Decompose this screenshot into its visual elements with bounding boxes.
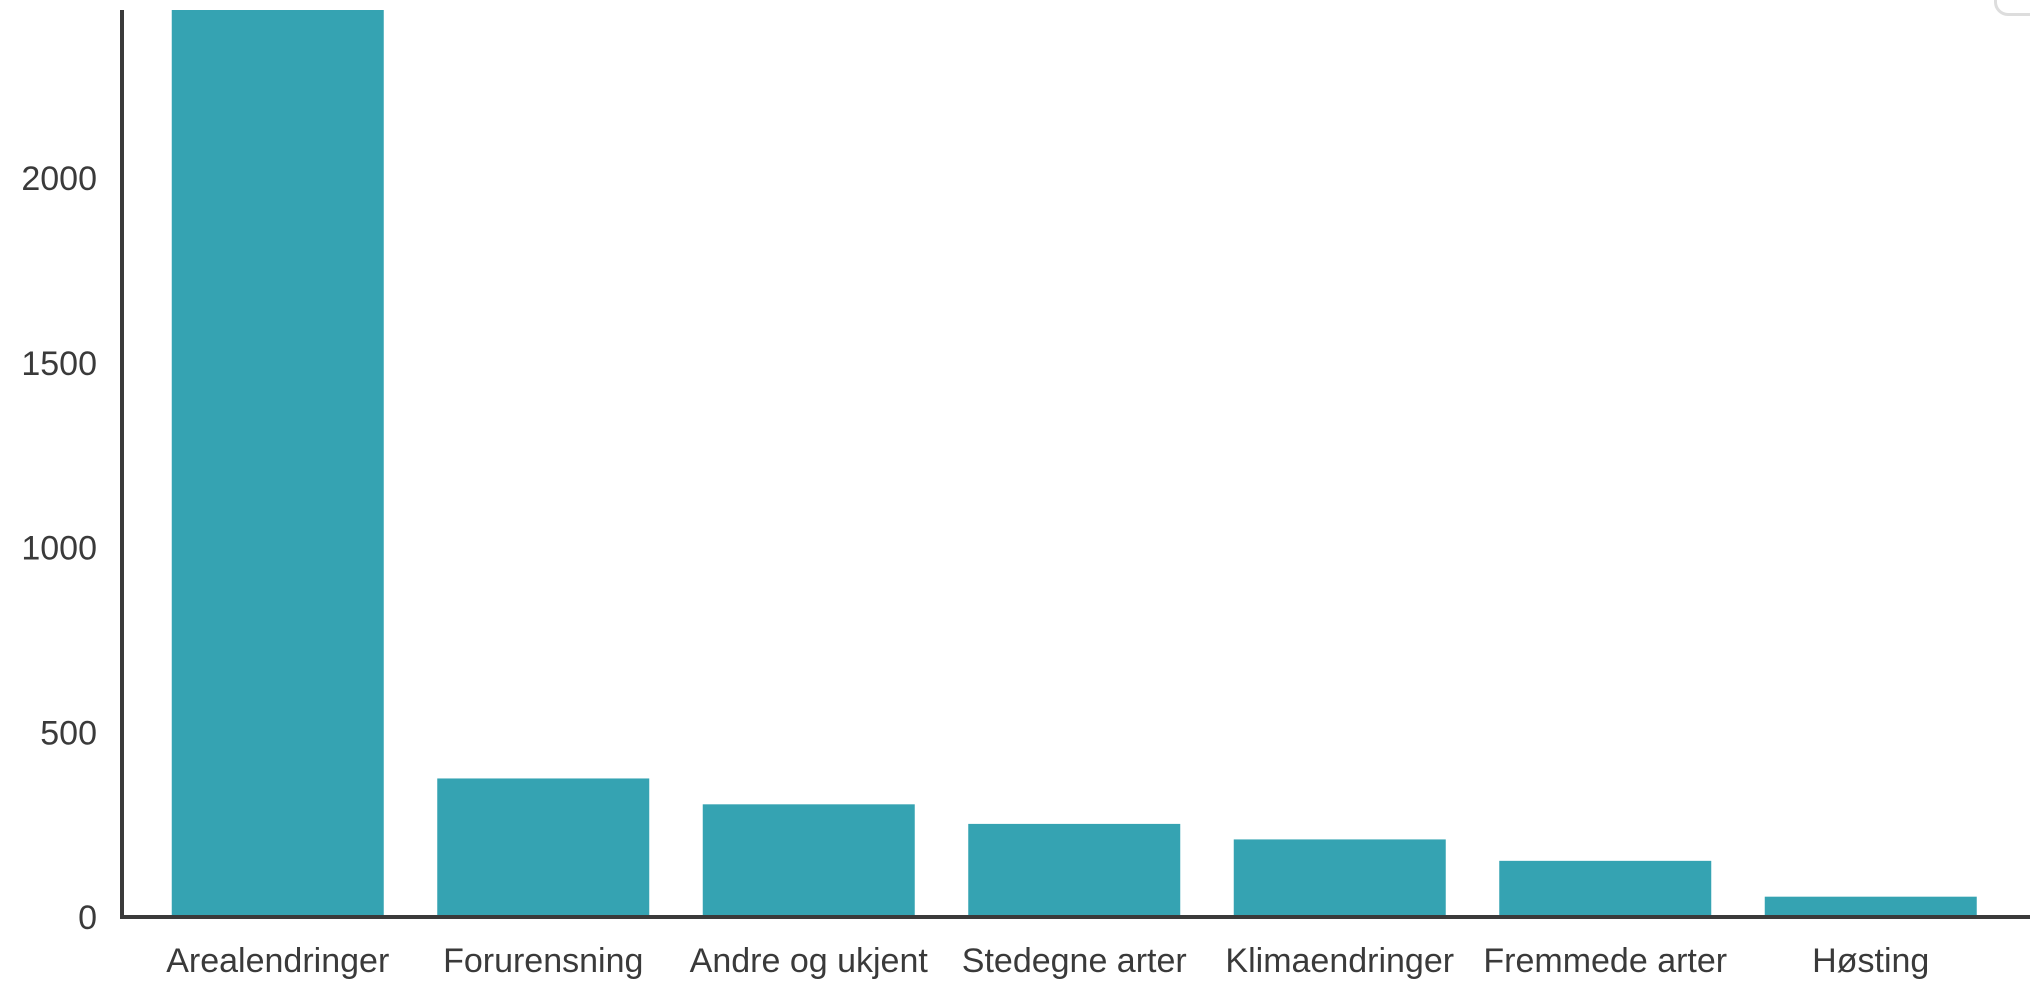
x-tick-label: Arealendringer [166,942,389,980]
bar-7 [1764,896,1977,917]
y-tick-label: 0 [78,899,97,937]
x-tick-label: Klimaendringer [1225,942,1454,980]
bar-5 [1233,839,1446,917]
y-tick-label: 1000 [21,530,97,568]
bars-group [171,10,1977,917]
x-tick-label: Fremmede arter [1483,942,1727,980]
bar-6 [1499,860,1712,917]
x-tick-label: Stedegne arter [962,942,1187,980]
bar-1 [171,10,384,917]
y-tick-label: 2000 [21,160,97,198]
bar-2 [437,778,650,917]
bar-4 [968,823,1181,917]
y-tick-label: 1500 [21,345,97,383]
y-axis-ticks: 0 500 1000 1500 2000 [21,160,97,937]
x-tick-label: Forurensning [443,942,643,980]
y-tick-label: 500 [40,714,97,752]
corner-frame-fragment [1994,0,2030,16]
x-tick-label: Høsting [1812,942,1929,980]
bar-3 [702,804,915,917]
x-tick-label: Andre og ukjent [690,942,929,980]
x-axis-labels: Arealendringer Forurensning Andre og ukjen… [166,942,1929,980]
